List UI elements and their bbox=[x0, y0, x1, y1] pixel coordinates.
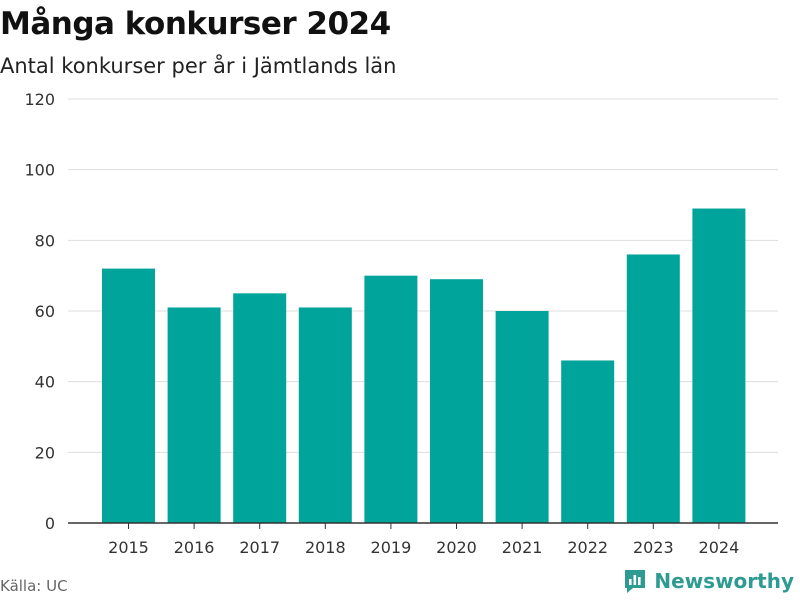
newsworthy-logo-icon bbox=[625, 570, 646, 593]
bar-2018 bbox=[298, 307, 352, 523]
chart-title: Många konkurser 2024 bbox=[0, 6, 391, 42]
x-tick-label: 2021 bbox=[502, 538, 543, 557]
x-tick-label: 2020 bbox=[436, 538, 477, 557]
x-tick-label: 2024 bbox=[699, 538, 740, 557]
bar-2024 bbox=[692, 208, 746, 524]
bar-2015 bbox=[102, 268, 155, 523]
brand-logo: Newsworthy bbox=[623, 568, 794, 594]
bar-2023 bbox=[626, 254, 680, 523]
y-tick-label: 120 bbox=[24, 90, 55, 109]
y-tick-label: 40 bbox=[35, 373, 55, 392]
x-tick-label: 2023 bbox=[633, 538, 674, 557]
bar-2022 bbox=[561, 360, 615, 523]
y-tick-label: 20 bbox=[35, 443, 55, 462]
x-tick-label: 2015 bbox=[108, 538, 149, 557]
y-tick-label: 80 bbox=[35, 231, 55, 250]
y-tick-label: 0 bbox=[45, 514, 55, 533]
bar-2017 bbox=[233, 293, 287, 523]
x-tick-label: 2016 bbox=[174, 538, 215, 557]
x-tick-label: 2017 bbox=[239, 538, 280, 557]
brand-name: Newsworthy bbox=[654, 569, 794, 593]
x-tick-label: 2018 bbox=[305, 538, 346, 557]
bar-2016 bbox=[167, 307, 221, 523]
source-note: Källa: UC bbox=[0, 577, 68, 595]
bar-2019 bbox=[364, 275, 418, 523]
x-tick-label: 2019 bbox=[371, 538, 412, 557]
bar-2021 bbox=[495, 311, 549, 523]
y-tick-label: 60 bbox=[35, 302, 55, 321]
y-tick-label: 100 bbox=[24, 161, 55, 180]
chart-subtitle: Antal konkurser per år i Jämtlands län bbox=[0, 54, 397, 78]
x-tick-label: 2022 bbox=[567, 538, 608, 557]
bar-2020 bbox=[430, 279, 483, 523]
